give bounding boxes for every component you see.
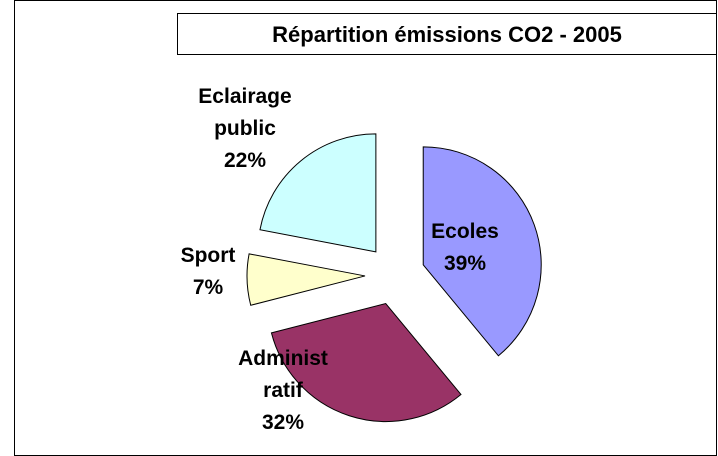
slice-label: Sport 7% [181,244,236,299]
slice-label-line: Ecoles [431,220,499,243]
slice-label-line: Sport [181,244,236,267]
slice-value-label: 7% [193,276,224,299]
slice-label-line: ratif [263,379,304,402]
pie-slice [246,253,366,306]
slice-label: Administ ratif 32% [238,347,328,434]
slice-value-label: 32% [262,411,304,434]
title-box [177,13,717,55]
pie-slice [259,133,377,253]
chart-title: Répartition émissions CO2 - 2005 [272,22,622,47]
slice-label-line: Administ [238,347,328,370]
slice-label: Ecoles 39% [431,220,499,275]
slice-label: Eclairage public 22% [198,85,291,172]
slice-value-label: 39% [444,252,486,275]
pie-slice [422,146,542,357]
slice-label-line: Eclairage [198,85,291,108]
slice-value-label: 22% [224,149,266,172]
slice-label-line: public [214,117,276,140]
pie-slice [270,302,462,423]
